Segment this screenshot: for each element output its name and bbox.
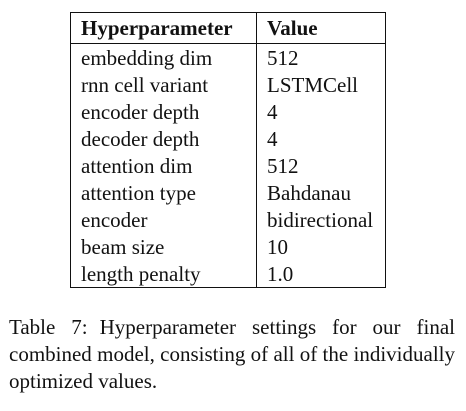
param-value: 4	[267, 99, 278, 124]
param-name: length penalty	[70, 260, 257, 288]
hyperparameter-table: Hyperparameter Value embedding dim 512 r…	[70, 12, 386, 288]
hyperparameter-table-container: Hyperparameter Value embedding dim 512 r…	[70, 12, 386, 288]
table-row: embedding dim 512	[70, 43, 386, 71]
table-row: length penalty 1.0	[70, 260, 386, 288]
param-value: 4	[267, 126, 278, 151]
table-row: attention dim 512	[70, 152, 386, 179]
param-name: attention type	[70, 179, 257, 206]
param-name: encoder	[70, 206, 257, 233]
table-row: encoder depth 4	[70, 98, 386, 125]
table-header-row: Hyperparameter Value	[70, 12, 386, 44]
header-hyperparameter: Hyperparameter	[70, 12, 257, 44]
param-name: decoder depth	[70, 125, 257, 152]
table-row: rnn cell variant LSTMCell	[70, 71, 386, 98]
param-name: beam size	[70, 233, 257, 260]
param-value: LSTMCell	[267, 72, 359, 97]
table-row: beam size 10	[70, 233, 386, 260]
caption-text: Hyperparameter settings for our final co…	[9, 315, 455, 393]
param-value: bidirectional	[267, 207, 374, 232]
param-name: encoder depth	[70, 98, 257, 125]
param-name: attention dim	[70, 152, 257, 179]
param-name: embedding dim	[70, 43, 257, 71]
table-caption: Table 7: Hyperparameter settings for our …	[9, 314, 455, 395]
param-value: 1.0	[267, 261, 294, 286]
table-row: attention type Bahdanau	[70, 179, 386, 206]
caption-label: Table 7:	[9, 315, 88, 339]
table-row: decoder depth 4	[70, 125, 386, 152]
param-value: 512	[267, 153, 299, 178]
param-value: 512	[267, 45, 299, 70]
header-value: Value	[267, 16, 318, 40]
param-value: 10	[267, 234, 288, 259]
table-row: encoder bidirectional	[70, 206, 386, 233]
param-value: Bahdanau	[267, 180, 351, 205]
param-name: rnn cell variant	[70, 71, 257, 98]
